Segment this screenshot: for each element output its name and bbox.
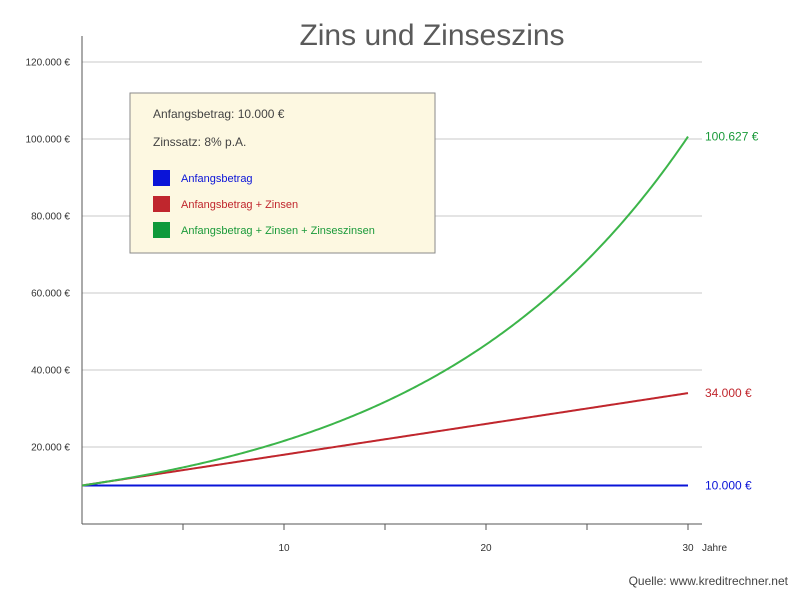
series-lines: [81, 136, 689, 487]
series-end-label-1: 34.000 €: [705, 386, 752, 400]
legend-label-2: Anfangsbetrag + Zinsen + Zinseszinsen: [181, 225, 375, 237]
y-tick-label: 20.000 €: [31, 443, 70, 454]
info-rate: Zinssatz: 8% p.A.: [153, 135, 246, 149]
info-principal: Anfangsbetrag: 10.000 €: [153, 107, 285, 121]
x-axis-label: Jahre: [702, 543, 727, 554]
legend-box: [129, 92, 436, 254]
legend-swatch-1: [153, 196, 170, 212]
y-tick-label: 80.000 €: [31, 212, 70, 223]
series-line-2: [81, 136, 689, 487]
legend-swatch-0: [153, 170, 170, 186]
source-note: Quelle: www.kreditrechner.net: [629, 574, 789, 588]
x-tick-label: 30: [682, 543, 694, 554]
y-tick-label: 120.000 €: [26, 58, 71, 69]
series-line-1: [81, 392, 689, 487]
y-tick-label: 100.000 €: [26, 135, 71, 146]
y-tick-label: 40.000 €: [31, 366, 70, 377]
legend-swatch-2: [153, 222, 170, 238]
x-tick-label: 20: [480, 543, 492, 554]
y-axis-ticks: 20.000 € 40.000 € 60.000 € 80.000 € 100.000 …: [26, 58, 71, 454]
series-end-labels: 10.000 € 34.000 € 100.627 €: [705, 130, 759, 493]
x-axis-ticks: 10 20 30: [182, 524, 694, 554]
legend-items: Anfangsbetrag Anfangsbetrag + Zinsen Anfan…: [153, 170, 375, 238]
axes: [81, 36, 702, 525]
chart-title: Zins und Zinseszins: [299, 19, 564, 52]
y-tick-label: 60.000 €: [31, 289, 70, 300]
legend: Anfangsbetrag: 10.000 € Zinssatz: 8% p.A…: [129, 92, 436, 254]
series-end-label-0: 10.000 €: [705, 479, 752, 493]
x-tick-label: 10: [278, 543, 290, 554]
legend-label-0: Anfangsbetrag: [181, 173, 253, 185]
legend-label-1: Anfangsbetrag + Zinsen: [181, 199, 298, 211]
series-end-label-2: 100.627 €: [705, 130, 759, 144]
